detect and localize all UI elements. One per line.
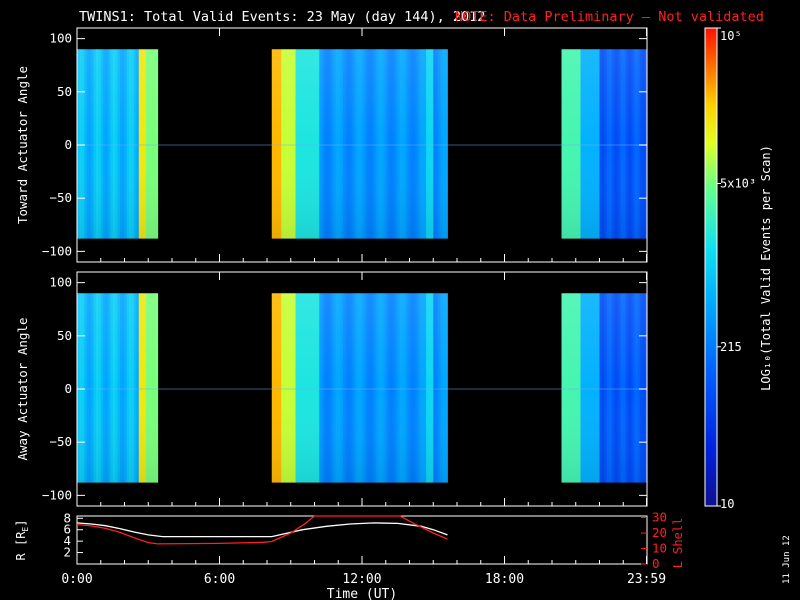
colorbar-label: LOG₁₀(Total Valid Events per Scan) (759, 145, 773, 391)
away-shade (561, 293, 647, 483)
r-ytick-label: 2 (63, 545, 71, 560)
r-ytick-label: 4 (63, 533, 71, 548)
r-axis-label-subscript: E (21, 527, 30, 532)
toward-shade (77, 49, 158, 239)
colorbar-gradient (704, 27, 718, 507)
away-ylabel: Away Actuator Angle (15, 318, 30, 461)
away-ytick-label: 50 (57, 328, 72, 343)
r-series-line (76, 522, 448, 538)
away-ytick-label: −50 (49, 434, 72, 449)
colorbar-tick-label: 10⁵ (720, 29, 742, 43)
toward-ytick-label: −50 (49, 190, 72, 205)
time-xtick-label: 18:00 (485, 572, 524, 587)
toward-ylabel: Toward Actuator Angle (15, 66, 30, 224)
toward-ytick-label: 50 (57, 84, 72, 99)
colorbar-tick-label: 215 (720, 340, 742, 354)
time-xtick-label: 23:59 (627, 572, 666, 587)
toward-ytick-label: 0 (64, 137, 72, 152)
toward-ytick-label: 100 (49, 31, 72, 46)
away-ytick-label: 100 (49, 275, 72, 290)
r-ytick-label: 6 (63, 522, 71, 537)
lshell-axis-label: L Shell (671, 518, 685, 569)
toward-shade (561, 49, 647, 239)
preliminary-note: NOTE: Data Preliminary – Not validated (455, 9, 764, 25)
away-shade (271, 293, 448, 483)
lshell-ytick-label: 20 (652, 525, 667, 540)
time-xtick-label: 6:00 (204, 572, 235, 587)
lshell-ytick-label: 30 (652, 510, 667, 525)
colorbar-tick-label: 5x10³ (720, 176, 756, 190)
r-axis-label: R [RE] (14, 520, 30, 561)
r-ytick-label: 8 (63, 510, 71, 525)
time-xtick-label: 0:00 (61, 572, 92, 587)
time-xtick-label: 12:00 (342, 572, 381, 587)
away-ytick-label: 0 (64, 381, 72, 396)
toward-panel: 100 50 0 −50 −100 Toward Actuator Angle (15, 27, 648, 263)
lshell-ytick-label: 10 (652, 541, 667, 556)
toward-shade (271, 49, 448, 239)
figure-title: TWINS1: Total Valid Events: 23 May (day … (79, 9, 485, 25)
lshell-series-line (76, 515, 448, 545)
lshell-ytick-label: 0 (652, 556, 660, 571)
away-ytick-label: −100 (42, 487, 72, 502)
colorbar-tick-label: 10 (720, 497, 734, 511)
toward-ytick-label: −100 (42, 243, 72, 258)
colorbar: 10 215 5x10³ 10⁵ LOG₁₀(Total Valid Events p… (704, 27, 773, 511)
away-shade (77, 293, 158, 483)
away-panel: 100 50 0 −50 −100 Away Actuator Angle (15, 271, 648, 507)
date-stamp: 11 Jun 12 (782, 535, 792, 584)
time-axis-label: Time (UT) (327, 587, 397, 600)
